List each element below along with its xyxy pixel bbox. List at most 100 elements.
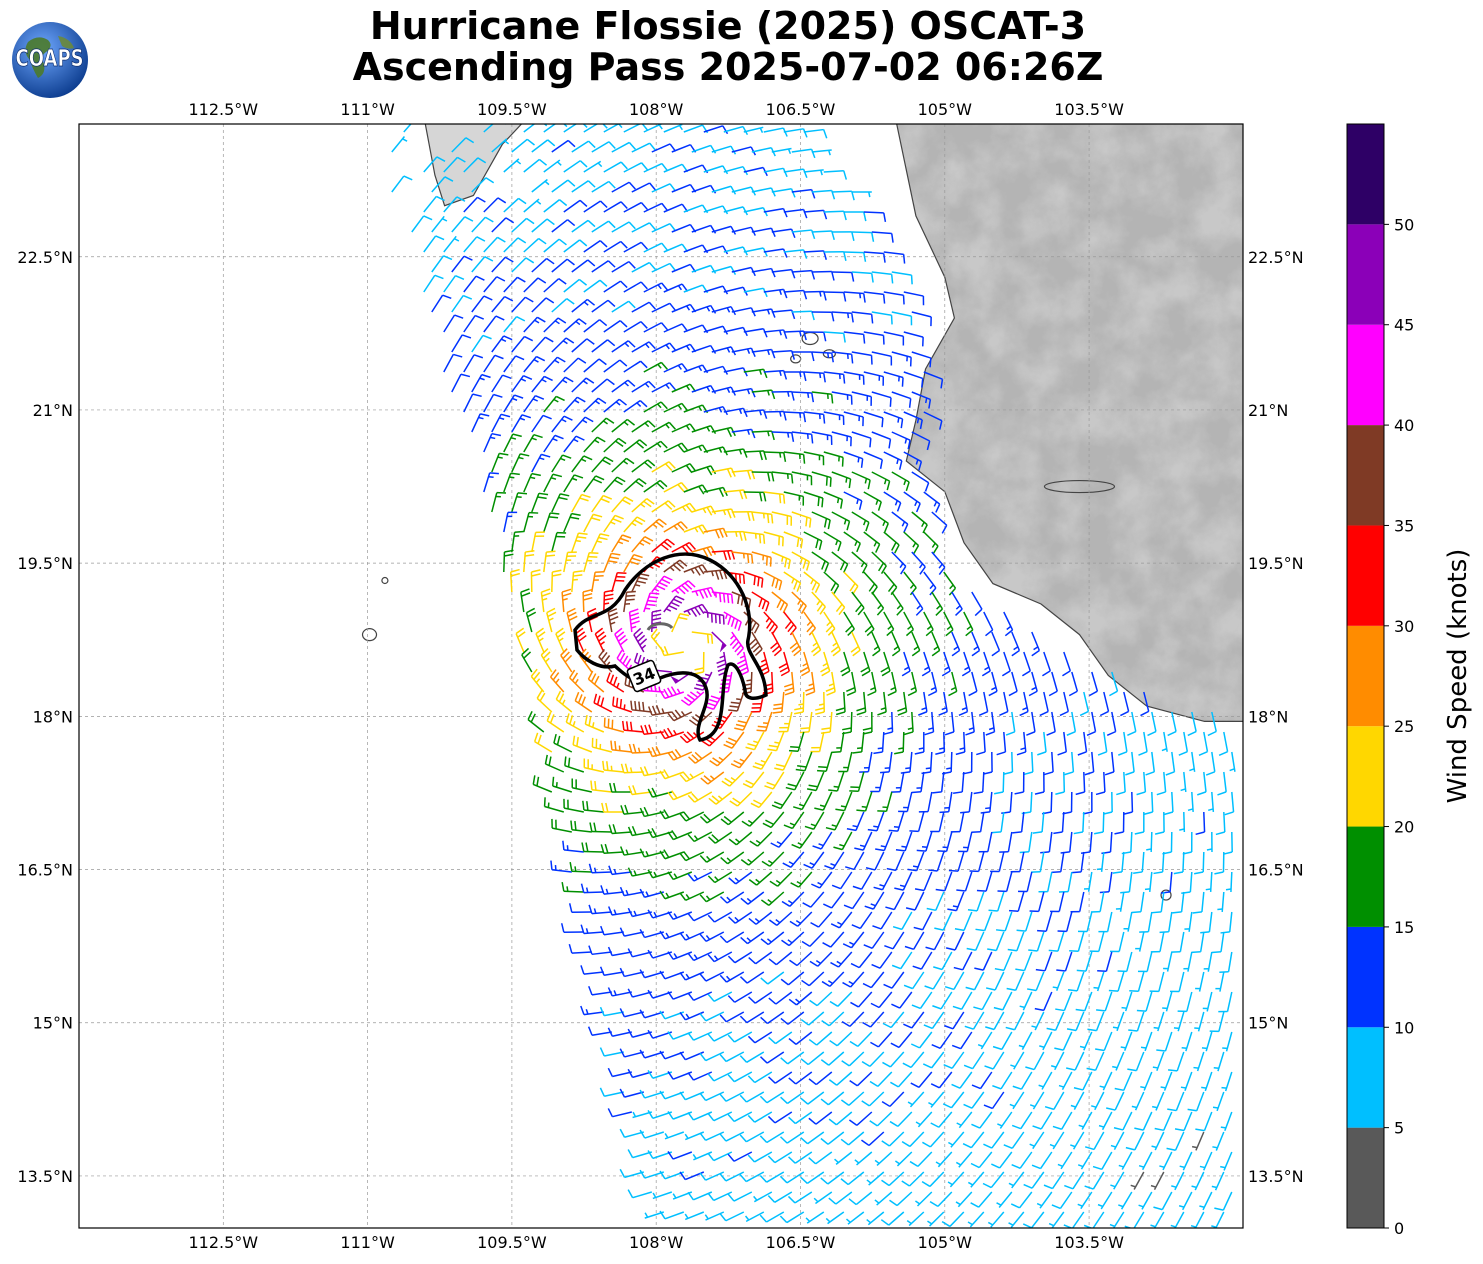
- wind-barb: [591, 571, 605, 593]
- wind-barb: [973, 771, 985, 795]
- wind-barb: [927, 671, 938, 697]
- wind-barb: [983, 611, 994, 637]
- wind-barb: [1037, 731, 1047, 756]
- wind-barb: [531, 531, 545, 553]
- wind-barb: [1215, 811, 1226, 836]
- wind-barb: [728, 691, 745, 712]
- wind-barb: [803, 531, 823, 551]
- wind-barb: [651, 302, 677, 313]
- wind-barb: [780, 1091, 805, 1105]
- wind-barb: [771, 390, 795, 401]
- wind-barb: [771, 147, 792, 155]
- wind-barb: [789, 631, 802, 657]
- wind-barb: [683, 603, 709, 617]
- lat-tick-label-left: 18°N: [33, 707, 73, 726]
- wind-barb: [903, 411, 923, 430]
- wind-barb: [703, 365, 729, 375]
- wind-barb: [611, 261, 636, 273]
- wind-barb: [831, 311, 854, 323]
- wind-barb: [491, 452, 509, 473]
- wind-barb: [1008, 1171, 1025, 1189]
- wind-barb: [543, 395, 565, 413]
- wind-barb: [994, 951, 1013, 972]
- wind-barb: [471, 413, 490, 433]
- wind-barb: [643, 440, 668, 453]
- wind-barb: [1153, 851, 1165, 875]
- wind-barb: [553, 733, 573, 753]
- wind-barb: [901, 651, 911, 677]
- wind-barb: [671, 263, 697, 273]
- wind-barb: [1029, 1131, 1045, 1150]
- wind-barb: [825, 671, 836, 696]
- wind-barb: [841, 1051, 865, 1067]
- wind-barb: [871, 471, 891, 491]
- plot-frame: [78, 123, 1244, 1229]
- wind-barb: [785, 771, 805, 791]
- wind-barb: [1150, 1211, 1165, 1228]
- wind-barb: [948, 1131, 965, 1148]
- wind-barb: [1191, 1171, 1205, 1191]
- wind-barb: [801, 931, 825, 947]
- wind-barb: [921, 1171, 945, 1188]
- wind-barb: [711, 225, 737, 235]
- wind-barb: [703, 446, 729, 456]
- wind-barb: [975, 911, 993, 932]
- wind-barb: [639, 888, 664, 898]
- wind-barb: [888, 811, 905, 832]
- wind-barb: [631, 182, 657, 193]
- wind-barb: [719, 671, 733, 693]
- wind-barb: [1046, 711, 1056, 736]
- wind-barb: [671, 502, 697, 513]
- wind-barb: [739, 1171, 765, 1183]
- wind-barb: [1005, 1011, 1025, 1031]
- wind-barb: [892, 911, 913, 931]
- wind-barb: [1049, 1131, 1065, 1150]
- wind-barb: [841, 711, 853, 735]
- wind-barb: [903, 371, 924, 388]
- wind-barb: [563, 357, 587, 373]
- wind-barb: [1179, 811, 1186, 833]
- wind-barb: [531, 414, 552, 433]
- wind-barb: [800, 1171, 825, 1185]
- wind-barb: [883, 331, 905, 346]
- wind-barb: [829, 1031, 853, 1047]
- wind-barb: [1131, 1091, 1145, 1111]
- wind-barb: [463, 157, 487, 173]
- wind-barb: [891, 311, 913, 326]
- wind-barb: [791, 551, 811, 571]
- wind-barb: [863, 531, 881, 553]
- wind-barb: [683, 524, 709, 535]
- wind-barb: [769, 871, 793, 887]
- wind-barb: [671, 303, 697, 313]
- wind-barb: [627, 1028, 652, 1038]
- wind-barb: [1170, 971, 1185, 993]
- wind-barb: [907, 671, 918, 697]
- wind-barb: [607, 987, 632, 997]
- wind-barb: [812, 831, 833, 850]
- wind-barb: [770, 631, 782, 657]
- wind-barb: [1191, 1131, 1205, 1151]
- wind-barb: [491, 256, 514, 273]
- wind-barb: [563, 239, 588, 253]
- wind-barb: [903, 971, 925, 990]
- wind-barb: [815, 691, 825, 715]
- wind-barb: [591, 737, 612, 753]
- wind-barb: [580, 965, 604, 975]
- wind-barb: [748, 911, 773, 925]
- wind-barb: [1088, 671, 1099, 697]
- wind-barb: [978, 691, 989, 717]
- wind-barb: [923, 1011, 945, 1030]
- wind-barb: [850, 991, 873, 1008]
- contour-50kt: [646, 622, 674, 631]
- wind-barb: [723, 367, 748, 377]
- logo-text: COAPS: [16, 45, 84, 72]
- wind-barb: [729, 791, 753, 807]
- wind-barb: [923, 531, 939, 555]
- chart-title: Hurricane Flossie (2025) OSCAT-3 Ascendi…: [0, 6, 1456, 88]
- wind-barb: [831, 431, 852, 447]
- wind-barb: [852, 871, 873, 890]
- wind-barb: [823, 251, 847, 261]
- wind-barb: [679, 931, 705, 941]
- wind-barb: [760, 931, 785, 946]
- wind-barb: [788, 1031, 813, 1045]
